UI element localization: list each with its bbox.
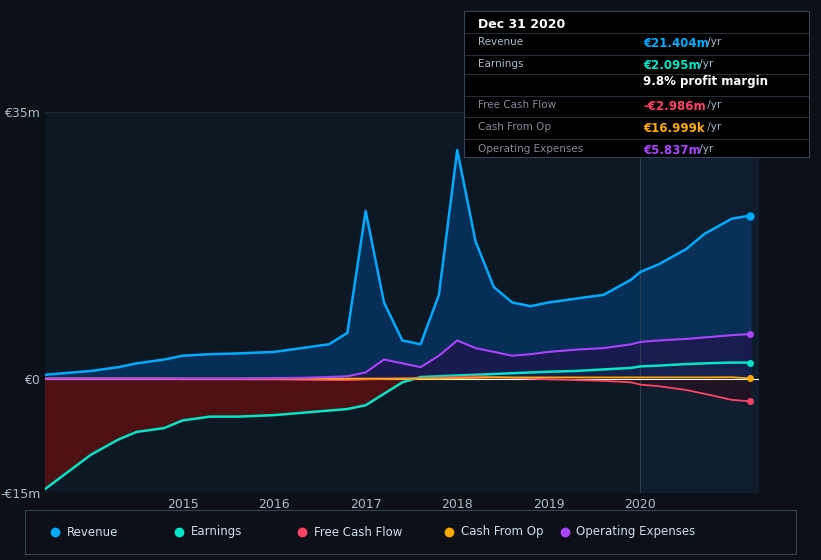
Text: Operating Expenses: Operating Expenses — [576, 525, 695, 539]
Text: -€2.986m: -€2.986m — [643, 100, 706, 113]
Text: Revenue: Revenue — [478, 38, 523, 48]
Text: €21.404m: €21.404m — [643, 38, 709, 50]
Text: /yr: /yr — [696, 144, 713, 153]
Text: 9.8% profit margin: 9.8% profit margin — [643, 75, 768, 88]
Text: /yr: /yr — [696, 59, 713, 69]
Text: €5.837m: €5.837m — [643, 144, 701, 157]
Bar — [640, 112, 759, 493]
Text: Operating Expenses: Operating Expenses — [478, 144, 583, 153]
Text: Cash From Op: Cash From Op — [478, 122, 551, 132]
Text: /yr: /yr — [704, 38, 721, 48]
Text: /yr: /yr — [704, 100, 721, 110]
Text: Earnings: Earnings — [478, 59, 523, 69]
Text: Free Cash Flow: Free Cash Flow — [478, 100, 556, 110]
Text: Cash From Op: Cash From Op — [461, 525, 544, 539]
Text: Revenue: Revenue — [67, 525, 118, 539]
Text: €16.999k: €16.999k — [643, 122, 704, 135]
Text: Earnings: Earnings — [190, 525, 242, 539]
Text: €2.095m: €2.095m — [643, 59, 701, 72]
Text: /yr: /yr — [704, 122, 721, 132]
Text: Dec 31 2020: Dec 31 2020 — [478, 18, 565, 31]
Text: Free Cash Flow: Free Cash Flow — [314, 525, 402, 539]
